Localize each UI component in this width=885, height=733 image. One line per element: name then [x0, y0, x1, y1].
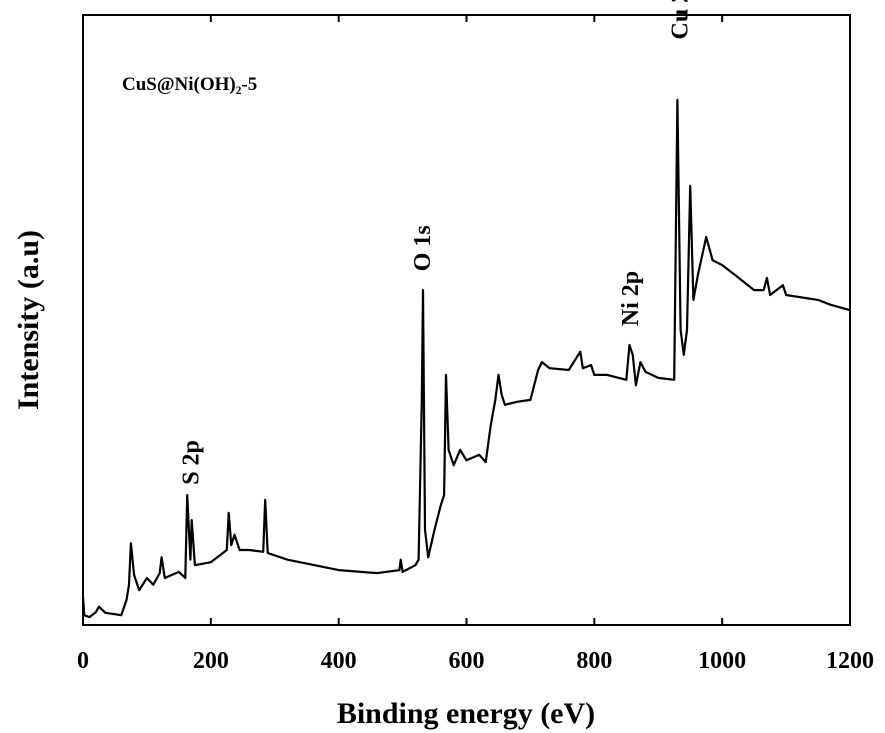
x-tick-label: 1000	[698, 648, 746, 674]
plot-frame	[82, 14, 851, 626]
x-tick-label: 400	[321, 648, 357, 674]
x-axis-label: Binding energy (eV)	[337, 697, 595, 730]
x-tick-label: 0	[77, 648, 89, 674]
x-tick-label: 1200	[826, 648, 874, 674]
x-tick-label: 200	[193, 648, 229, 674]
peak-label: Ni 2p	[618, 271, 644, 326]
peak-label: O 1s	[410, 225, 436, 271]
x-tick-label: 600	[449, 648, 485, 674]
peak-label: S 2p	[179, 440, 205, 485]
peak-label: Cu 2p	[668, 0, 694, 40]
sample-label: CuS@Ni(OH)₂-5	[122, 74, 257, 95]
x-tick-label: 800	[576, 648, 612, 674]
spectrum-line	[81, 98, 851, 619]
y-axis-label: Intensity (a.u)	[12, 230, 45, 410]
